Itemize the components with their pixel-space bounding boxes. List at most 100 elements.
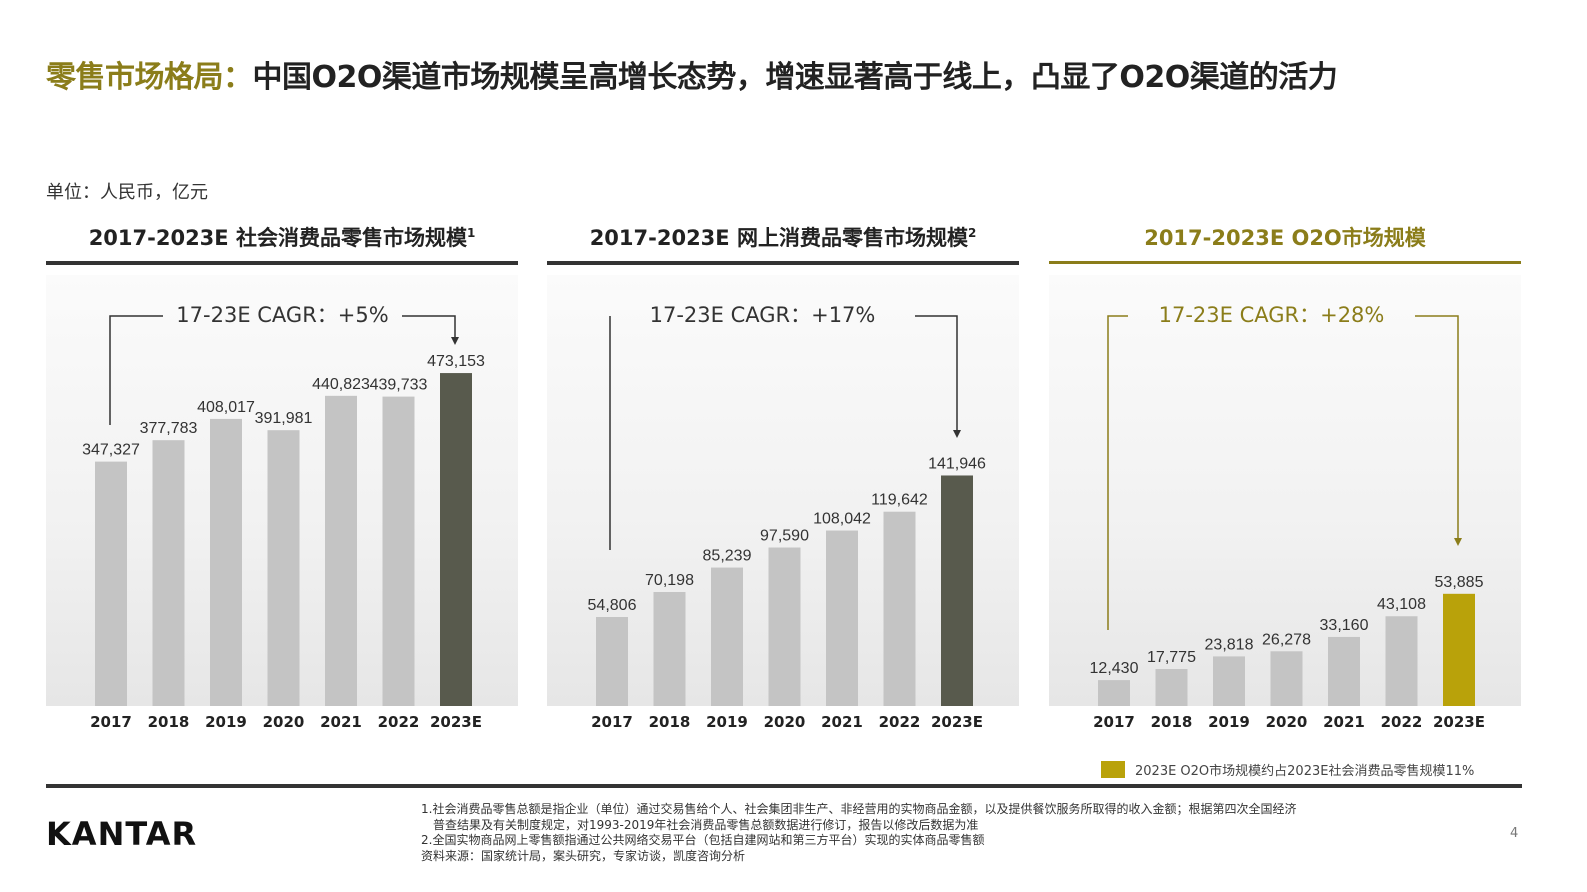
x-tick-label: 2017 [90, 713, 132, 731]
cagr-label: 17-23E CAGR：+28% [1159, 303, 1385, 327]
x-tick-label: 2018 [1151, 713, 1193, 731]
arrow-head-icon [451, 337, 459, 345]
data-label: 26,278 [1262, 631, 1311, 648]
cagr-label: 17-23E CAGR：+17% [650, 303, 876, 327]
chart-title-o2o: 2017-2023E O2O市场规模 [1049, 222, 1521, 252]
bar-2018 [1155, 668, 1188, 706]
bar-2022 [1385, 616, 1418, 706]
bar-2020 [267, 430, 300, 706]
chart-title-text: 2017-2023E O2O市场规模 [1144, 226, 1426, 250]
data-label: 440,823 [312, 376, 370, 393]
x-tick-label: 2018 [649, 713, 691, 731]
data-label: 97,590 [760, 528, 809, 545]
cagr-bracket-right [915, 315, 958, 432]
data-label: 119,642 [871, 492, 928, 509]
plot-background [1049, 275, 1521, 706]
slide-title: 零售市场格局：中国O2O渠道市场规模呈高增长态势，增速显著高于线上，凸显了O2O… [46, 52, 1338, 96]
footnote-1-cont: 普查结果及有关制度规定，对1993-2019年社会消费品零售总额数据进行修订，报… [433, 817, 979, 832]
x-tick-label: 2017 [1093, 713, 1135, 731]
data-label: 439,733 [370, 377, 428, 394]
chart-title-online: 2017-2023E 网上消费品零售市场规模2 [547, 222, 1019, 252]
x-tick-label: 2019 [205, 713, 247, 731]
bar-2023E [941, 475, 973, 706]
data-label: 85,239 [703, 548, 752, 565]
cagr-bracket-left [1107, 315, 1128, 630]
bar-2022 [382, 396, 415, 706]
bar-2019 [1213, 656, 1245, 706]
footnote-ref: 1 [466, 226, 476, 240]
chart-title-retail: 2017-2023E 社会消费品零售市场规模1 [46, 222, 518, 252]
bar-2021 [325, 395, 357, 706]
data-label: 17,775 [1147, 649, 1196, 666]
arrow-head-icon [953, 430, 961, 438]
x-tick-label: 2021 [320, 713, 362, 731]
x-tick-label: 2019 [706, 713, 748, 731]
data-label: 53,885 [1435, 574, 1484, 591]
data-label: 347,327 [82, 442, 140, 459]
x-tick-label: 2020 [1266, 713, 1308, 731]
x-tick-label: 2023E [430, 713, 482, 731]
source-note: 资料来源：国家统计局，案头研究，专家访谈，凯度咨询分析 [421, 848, 746, 863]
chart-title-text: 2017-2023E 社会消费品零售市场规模 [88, 226, 467, 250]
x-tick-label: 2020 [764, 713, 806, 731]
arrow-head-icon [1454, 538, 1462, 546]
data-label: 33,160 [1320, 617, 1369, 634]
header-rule [1049, 261, 1521, 264]
data-label: 43,108 [1377, 596, 1426, 613]
bar-2023E [440, 373, 472, 706]
chart-2: 12,430 2017 17,775 2018 23,818 2019 26,278 2020… [1049, 261, 1521, 731]
bar-2017 [95, 461, 127, 706]
chart-title-text: 2017-2023E 网上消费品零售市场规模 [589, 226, 968, 250]
bar-2018 [653, 591, 686, 706]
bar-2020 [1270, 651, 1303, 706]
bar-2019 [711, 567, 743, 706]
data-label: 12,430 [1090, 660, 1139, 677]
bar-2020 [768, 547, 801, 706]
data-label: 391,981 [255, 410, 313, 427]
bar-2021 [1328, 636, 1360, 706]
footnotes: 1.社会消费品零售总额是指企业（单位）通过交易售给个人、社会集团非生产、非经营用… [421, 802, 1296, 864]
data-label: 141,946 [928, 455, 986, 472]
legend-text: 2023E O2O市场规模约占2023E社会消费品零售规模11% [1135, 764, 1475, 779]
title-main: 中国O2O渠道市场规模呈高增长态势，增速显著高于线上，凸显了O2O渠道的活力 [252, 60, 1338, 95]
x-tick-label: 2021 [1323, 713, 1365, 731]
data-label: 54,806 [588, 597, 637, 614]
data-label: 377,783 [140, 420, 198, 437]
x-tick-label: 2023E [1433, 713, 1485, 731]
bar-2017 [1098, 680, 1130, 706]
x-tick-label: 2019 [1208, 713, 1250, 731]
page-number: 4 [1510, 826, 1519, 841]
kantar-logo: KANTAR [46, 815, 198, 853]
bar-2017 [596, 616, 628, 706]
x-tick-label: 2017 [591, 713, 633, 731]
legend: 2023E O2O市场规模约占2023E社会消费品零售规模11% [1101, 760, 1474, 779]
x-tick-label: 2023E [931, 713, 983, 731]
data-label: 70,198 [645, 572, 694, 589]
x-tick-label: 2020 [263, 713, 305, 731]
footnote-2: 2.全国实物商品网上零售额指通过公共网络交易平台（包括自建网站和第三方平台）实现… [421, 833, 985, 847]
x-tick-label: 2022 [378, 713, 420, 731]
x-tick-label: 2018 [148, 713, 190, 731]
footnote-1: 1.社会消费品零售总额是指企业（单位）通过交易售给个人、社会集团非生产、非经营用… [421, 802, 1297, 816]
divider [46, 784, 1522, 788]
cagr-bracket-left [109, 315, 163, 425]
legend-swatch [1101, 761, 1125, 778]
bar-2021 [826, 530, 858, 706]
footnote-ref: 2 [967, 226, 977, 240]
x-tick-label: 2022 [1381, 713, 1423, 731]
bar-2022 [883, 511, 916, 706]
cagr-bracket-right [1415, 315, 1459, 540]
bar-2018 [152, 440, 185, 706]
data-label: 408,017 [197, 399, 255, 416]
header-rule [46, 261, 518, 265]
unit-label: 单位：人民币，亿元 [46, 182, 208, 203]
chart-1: 54,806 2017 70,198 2018 85,239 2019 97,590 2020… [547, 261, 1019, 731]
cagr-label: 17-23E CAGR：+5% [176, 303, 388, 327]
chart-0: 347,327 2017 377,783 2018 408,017 2019 391,981… [46, 261, 518, 731]
data-label: 108,042 [813, 511, 871, 528]
data-label: 473,153 [427, 353, 485, 370]
header-rule [547, 261, 1019, 265]
bar-2023E [1443, 593, 1475, 706]
